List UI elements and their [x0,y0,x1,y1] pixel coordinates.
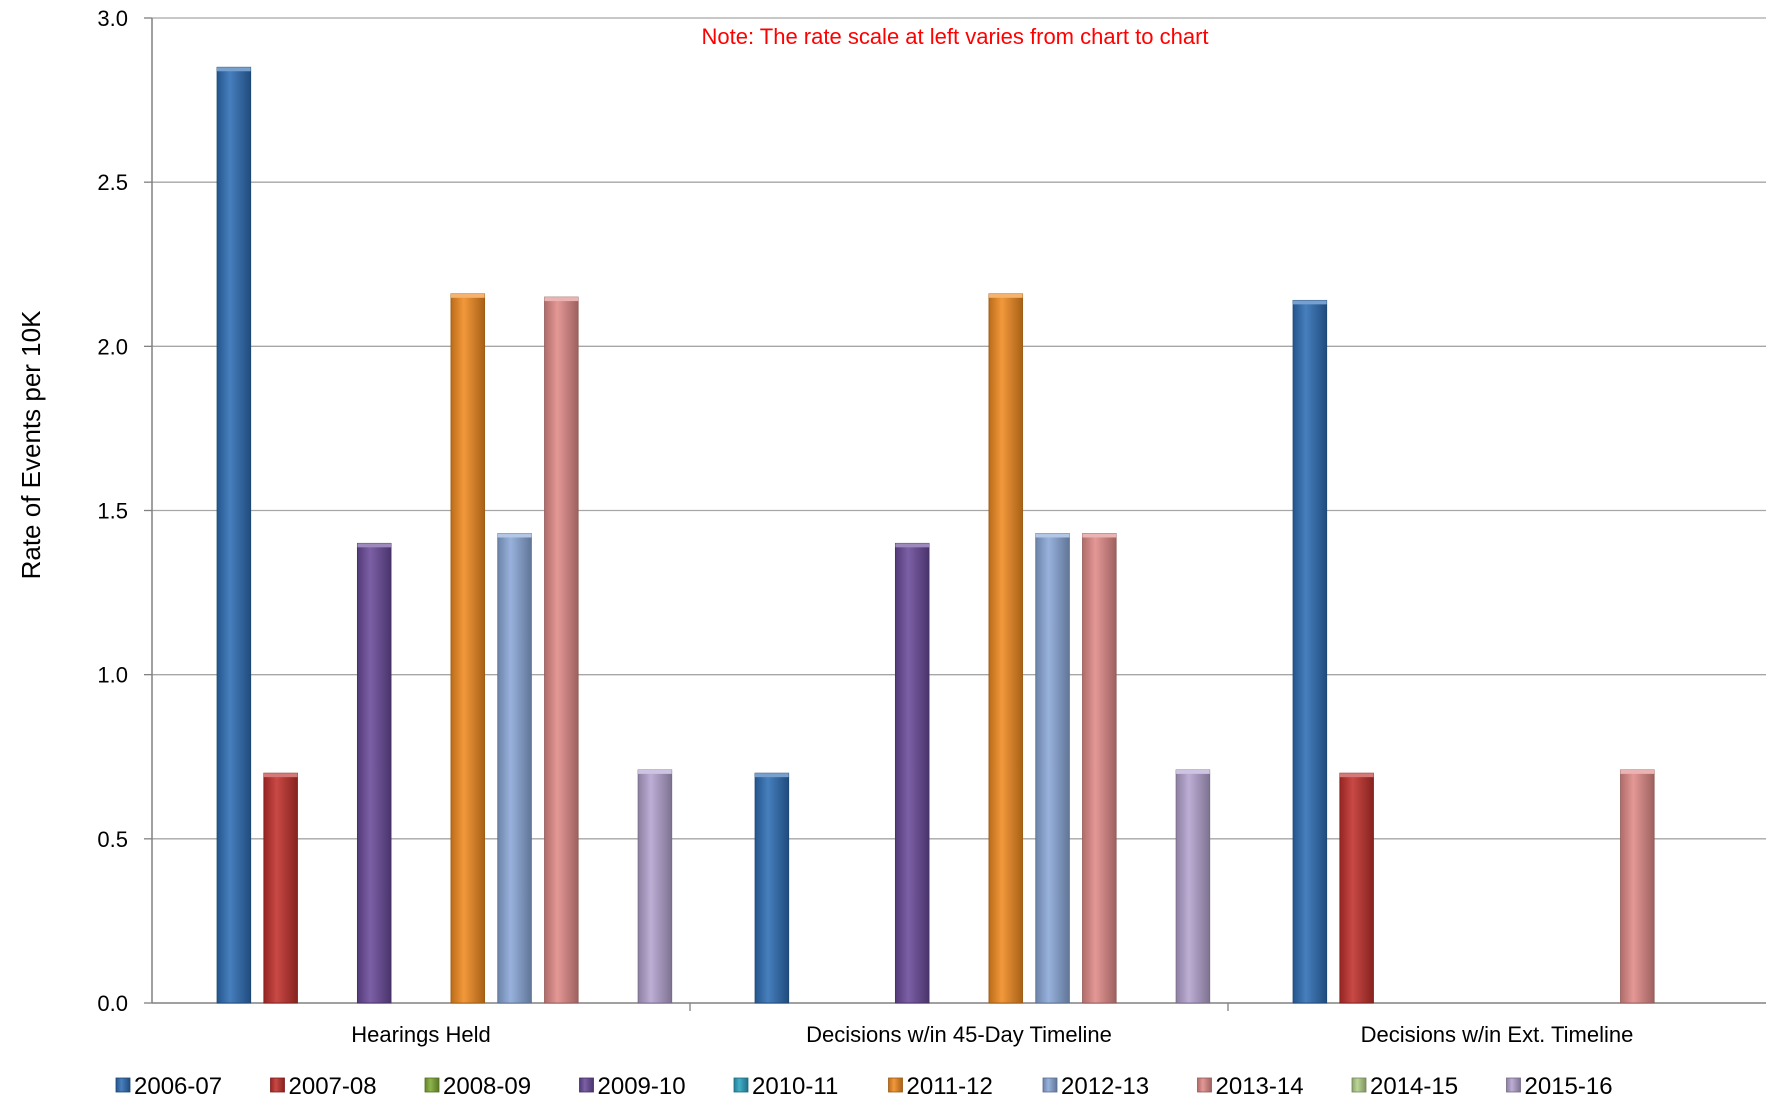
bar-2009-10-0 [356,542,392,1004]
legend-swatch [888,1077,903,1093]
y-tick-label: 1.5 [97,499,128,524]
x-category-label: Hearings Held [351,1022,490,1047]
bar-2013-14-1 [1082,533,1117,1004]
bar-cap [755,773,789,778]
bar-2006-07-2 [1292,299,1328,1004]
y-tick-label: 0.0 [97,991,128,1016]
legend-label: 2011-12 [907,1073,993,1100]
y-tick-label: 2.0 [97,334,128,359]
legend-label: 2010-11 [752,1073,838,1100]
bar-cap [263,773,298,778]
legend-swatch [733,1077,749,1093]
bar-cap [895,543,930,548]
bar-2012-13-0 [497,533,532,1004]
legend-label: 2008-09 [443,1073,531,1100]
bar-2013-14-2 [1620,769,1655,1004]
x-category-label: Decisions w/in Ext. Timeline [1361,1022,1634,1047]
bar-cap [497,533,532,538]
y-axis-title: Rate of Events per 10K [16,310,46,579]
legend-swatch [1351,1077,1367,1093]
bar-2007-08-2 [1339,772,1374,1004]
bar-cap [1293,300,1327,305]
bar-2012-13-1 [1035,533,1070,1004]
legend-label: 2015-16 [1525,1073,1613,1100]
legend-label: 2007-08 [289,1073,377,1100]
y-tick-label: 1.0 [97,663,128,688]
bar-2011-12-1 [988,293,1024,1004]
bar-2015-16-0 [637,769,673,1004]
legend-label: 2009-10 [598,1073,686,1100]
axes [144,17,1766,1011]
bar-cap [217,67,251,72]
bar-cap [1035,533,1070,538]
bar-2006-07-0 [216,66,252,1004]
bar-cap [1620,769,1655,774]
bar-2011-12-0 [450,293,486,1004]
y-tick-label: 3.0 [97,6,128,31]
legend-swatch [115,1077,131,1093]
legend-swatch [270,1077,285,1093]
x-category-label: Decisions w/in 45-Day Timeline [806,1022,1112,1047]
bar-cap [988,293,1023,298]
legend: 2006-07 2007-08 2008-09 2009-10 2010-11 2011-… [115,1073,1613,1100]
bar-2006-07-1 [754,772,790,1004]
bar-cap [544,297,579,302]
bar-2009-10-1 [894,542,930,1004]
bar-cap [638,769,672,774]
legend-label: 2014-15 [1370,1073,1458,1100]
labels: Rate of Events per 10K Note: The rate sc… [16,6,1633,1047]
y-tick-label: 0.5 [97,827,128,852]
legend-swatch [579,1077,594,1093]
legend-label: 2006-07 [134,1073,222,1100]
legend-label: 2013-14 [1216,1073,1304,1100]
bar-cap [1176,769,1210,774]
bar-cap [1339,773,1374,778]
bar-cap [1082,533,1117,538]
legend-label: 2012-13 [1061,1073,1149,1100]
bar-2007-08-0 [263,772,298,1004]
bars [216,66,1655,1004]
bar-2015-16-1 [1175,769,1211,1004]
bar-2013-14-0 [544,296,579,1004]
legend-swatch [1042,1077,1058,1093]
y-tick-label: 2.5 [97,170,128,195]
legend-swatch [1506,1077,1521,1093]
gridlines [152,17,1766,840]
bar-cap [450,293,485,298]
legend-swatch [424,1077,440,1093]
legend-swatch [1197,1077,1212,1093]
chart-annotation: Note: The rate scale at left varies from… [701,24,1208,49]
bar-cap [357,543,392,548]
